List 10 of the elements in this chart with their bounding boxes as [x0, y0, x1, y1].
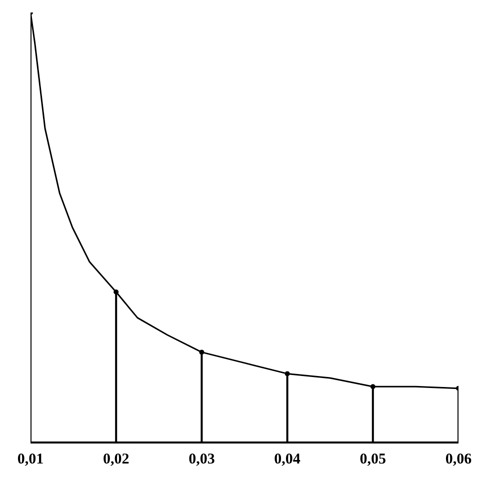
x-tick-label: 0,06	[445, 452, 472, 468]
x-tick-label: 0,01	[17, 452, 44, 468]
point	[114, 290, 119, 294]
point	[199, 350, 204, 355]
point	[284, 371, 290, 376]
x-tick-label: 0,03	[188, 452, 215, 468]
x-tick-label: 0,04	[274, 452, 301, 468]
x-tick-label: 0,05	[360, 452, 386, 468]
point	[370, 384, 376, 390]
x-tick-label: 0,02	[102, 452, 130, 468]
